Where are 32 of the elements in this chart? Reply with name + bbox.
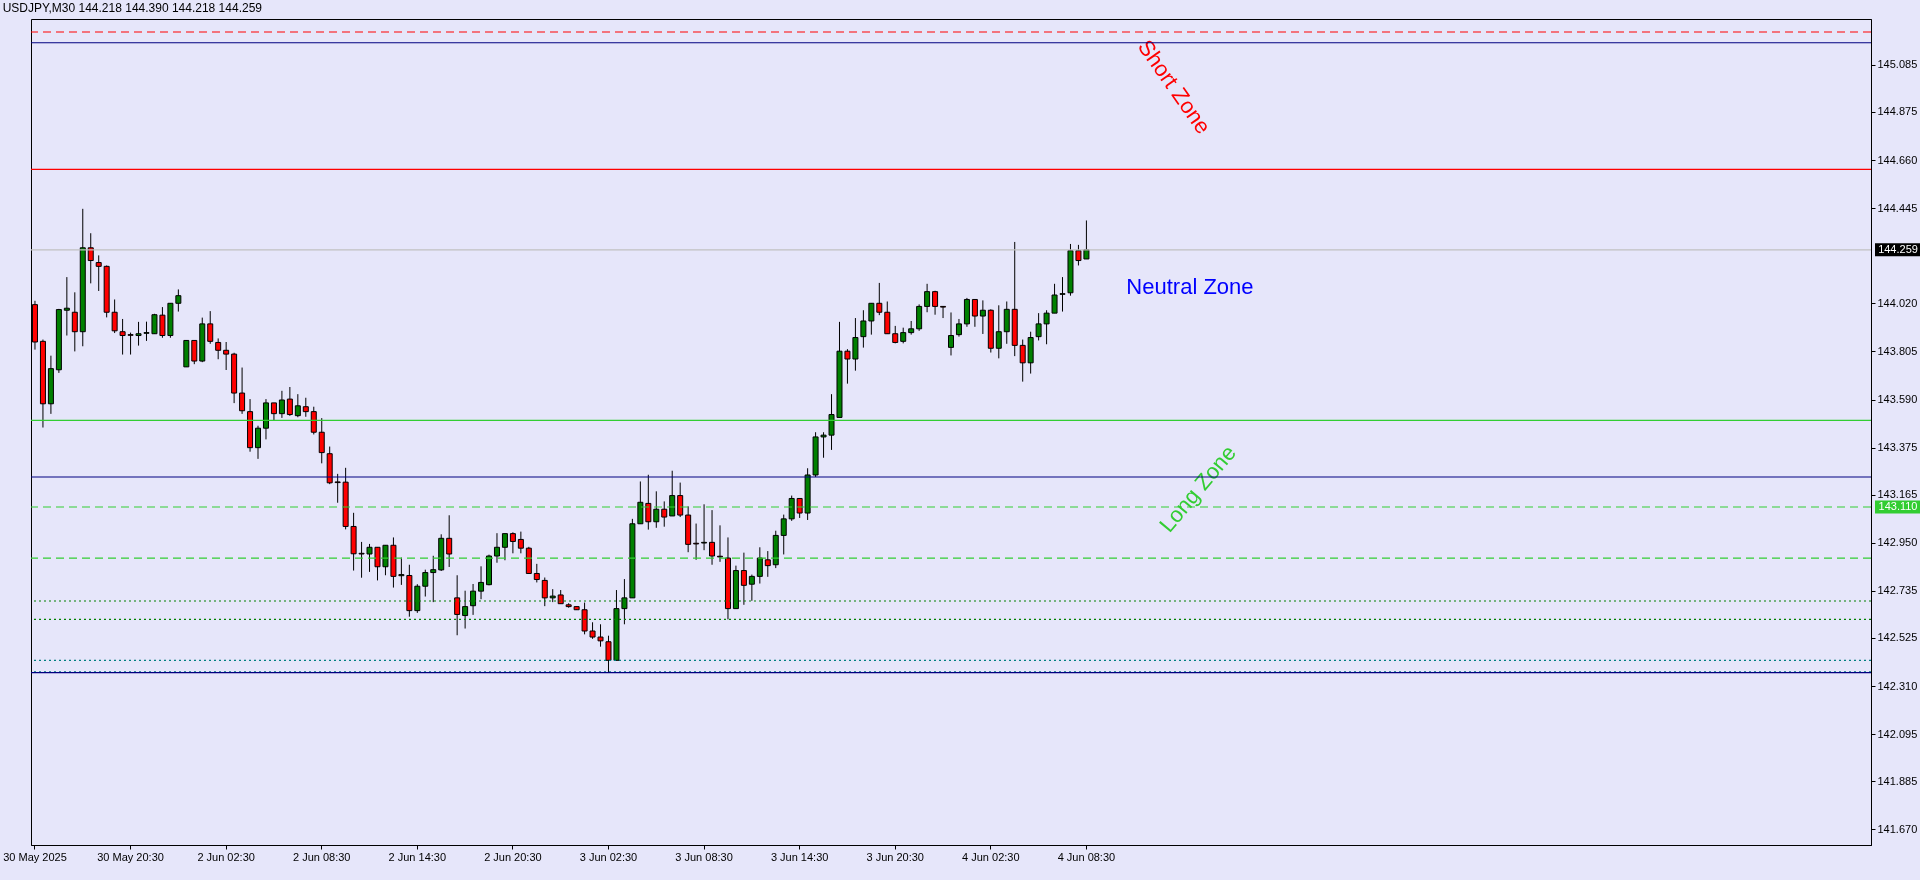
x-tick-label: 2 Jun 20:30 (484, 850, 542, 863)
y-tick-label: 142.310 (1877, 679, 1918, 692)
y-tick-label: 143.375 (1877, 441, 1918, 454)
y-tick-label: 145.085 (1877, 58, 1918, 71)
y-tick-label: 144.445 (1877, 201, 1918, 214)
x-tick-label: 30 May 20:30 (97, 850, 164, 863)
ref-line-label: 144.259 (1878, 242, 1918, 255)
y-tick-label: 144.660 (1877, 153, 1918, 166)
y-tick-label: 142.525 (1877, 631, 1918, 644)
x-tick-label: 2 Jun 08:30 (292, 850, 351, 863)
y-tick-label: 144.875 (1877, 105, 1918, 118)
y-tick-label: 141.885 (1877, 774, 1918, 787)
x-tick-label: 2 Jun 02:30 (197, 850, 255, 863)
x-tick-label: 4 Jun 08:30 (1057, 850, 1116, 863)
y-tick-label: 142.095 (1877, 727, 1918, 740)
y-tick-label: 143.165 (1877, 488, 1918, 501)
x-tick-label: 3 Jun 14:30 (770, 850, 829, 863)
y-tick-label: 144.020 (1877, 296, 1918, 309)
x-tick-label: 4 Jun 02:30 (962, 850, 1020, 863)
x-tick-label: 3 Jun 08:30 (675, 850, 733, 863)
annotation: Neutral Zone (1126, 274, 1254, 299)
y-tick-label: 142.950 (1877, 536, 1918, 549)
ref-line-label: 143.110 (1878, 499, 1918, 512)
chart-title: USDJPY,M30 144.218 144.390 144.218 144.259 (2, 1, 263, 15)
x-tick-label: 3 Jun 20:30 (866, 850, 924, 863)
y-tick-label: 142.735 (1877, 584, 1918, 597)
x-tick-label: 30 May 2025 (3, 850, 67, 863)
x-tick-label: 2 Jun 14:30 (388, 850, 447, 863)
y-tick-label: 141.670 (1877, 822, 1918, 835)
x-tick-label: 3 Jun 02:30 (579, 850, 638, 863)
y-tick-label: 143.590 (1877, 393, 1918, 406)
y-tick-label: 143.805 (1877, 344, 1918, 357)
